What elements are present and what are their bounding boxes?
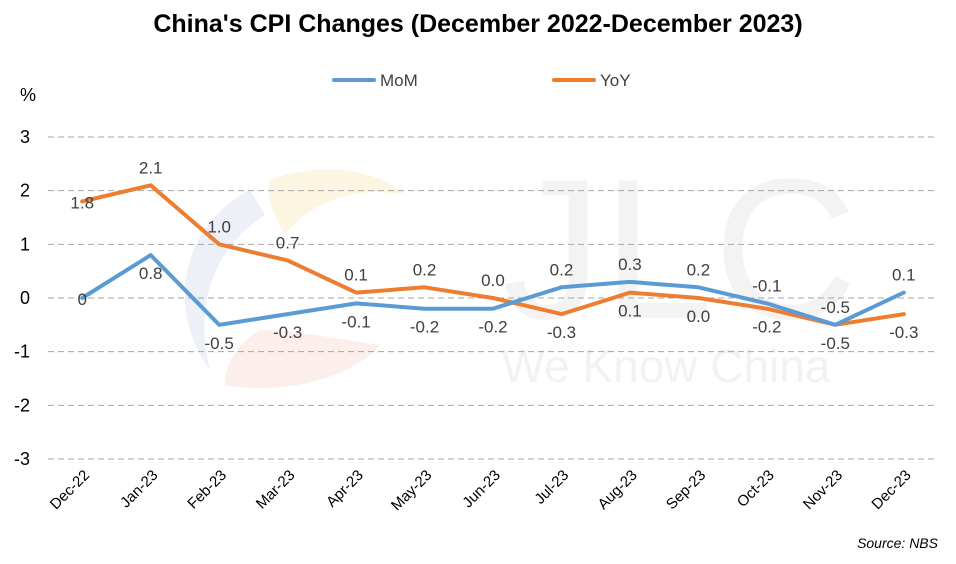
data-label-yoy: 0.7: [276, 233, 300, 252]
data-label-yoy: 2.1: [139, 158, 163, 177]
series-line-mom: [80, 253, 906, 327]
data-label-mom: -0.2: [478, 318, 507, 337]
x-tick-label: Aug-23: [595, 467, 641, 513]
data-label-yoy: -0.3: [889, 323, 918, 342]
data-label-mom: 0.2: [687, 260, 711, 279]
data-label-mom: -0.5: [821, 334, 850, 353]
y-tick-label: 2: [20, 181, 30, 201]
series-line-yoy: [80, 183, 906, 327]
x-tick-label: Dec-22: [47, 467, 93, 513]
data-label-yoy: 1.8: [70, 193, 94, 212]
y-axis-unit: %: [20, 85, 36, 105]
watermark-red-swoosh: [225, 330, 380, 389]
y-tick-label: 3: [20, 127, 30, 147]
data-label-yoy: 0.0: [481, 271, 505, 290]
x-tick-label: Jan-23: [117, 467, 161, 511]
x-tick-label: Feb-23: [184, 467, 230, 513]
x-tick-label: Jun-23: [459, 467, 503, 511]
watermark-yellow-swoosh: [268, 169, 405, 235]
data-label-mom: 0.8: [139, 264, 163, 283]
data-label-mom: -0.3: [273, 323, 302, 342]
data-label-yoy: 0.2: [413, 260, 437, 279]
data-label-mom: 0: [77, 290, 86, 309]
x-tick-label: Oct-23: [734, 467, 778, 511]
y-axis: % 3 2 1 0 -1 -2 -3: [14, 85, 36, 469]
x-axis: Dec-22 Jan-23 Feb-23 Mar-23 Apr-23 May-23 Jun-…: [47, 467, 915, 514]
legend: MoM YoY: [332, 71, 631, 90]
data-label-yoy: 1.0: [207, 217, 231, 236]
data-label-yoy: -0.2: [752, 318, 781, 337]
x-tick-label: Apr-23: [323, 467, 367, 511]
legend-label-yoy: YoY: [600, 71, 631, 90]
data-labels: 1.8 0 0.8 2.1 -0.5 1.0 -0.3 0.7 -0.1 0.1 -0.2 0.2 -0…: [70, 158, 918, 353]
data-label-mom: -0.2: [410, 318, 439, 337]
y-tick-label: -3: [14, 449, 30, 469]
data-label-mom: -0.1: [752, 276, 781, 295]
watermark-blue-swoosh: [184, 190, 265, 370]
legend-label-mom: MoM: [380, 71, 418, 90]
x-tick-label: Sep-23: [663, 467, 709, 513]
data-label-yoy: -0.5: [821, 298, 850, 317]
data-label-yoy: 0.1: [344, 266, 368, 285]
source-note: Source: NBS: [857, 535, 938, 551]
data-label-yoy: -0.3: [547, 323, 576, 342]
x-tick-label: Jul-23: [531, 467, 572, 508]
x-tick-label: Nov-23: [800, 467, 846, 513]
data-label-mom: -0.1: [341, 312, 370, 331]
data-label-mom: 0.1: [892, 266, 916, 285]
data-label-yoy: 0.1: [618, 302, 642, 321]
y-tick-label: -2: [14, 395, 30, 415]
watermark-text-sub: We Know China: [502, 340, 831, 392]
data-label-mom: -0.5: [205, 334, 234, 353]
chart-title: China's CPI Changes (December 2022-Decem…: [153, 10, 803, 38]
data-label-mom: 0.3: [618, 255, 642, 274]
y-tick-label: 1: [20, 234, 30, 254]
data-label-yoy: 0.0: [687, 307, 711, 326]
series-lines: [80, 183, 906, 327]
x-tick-label: Dec-23: [868, 467, 914, 513]
y-tick-label: 0: [20, 288, 30, 308]
data-label-mom: 0.2: [550, 260, 574, 279]
watermark-text-main: JLC: [502, 138, 858, 361]
x-tick-label: May-23: [388, 467, 435, 514]
y-tick-label: -1: [14, 342, 30, 362]
watermark-logo: JLC We Know China: [184, 138, 858, 392]
x-tick-label: Mar-23: [253, 467, 299, 513]
